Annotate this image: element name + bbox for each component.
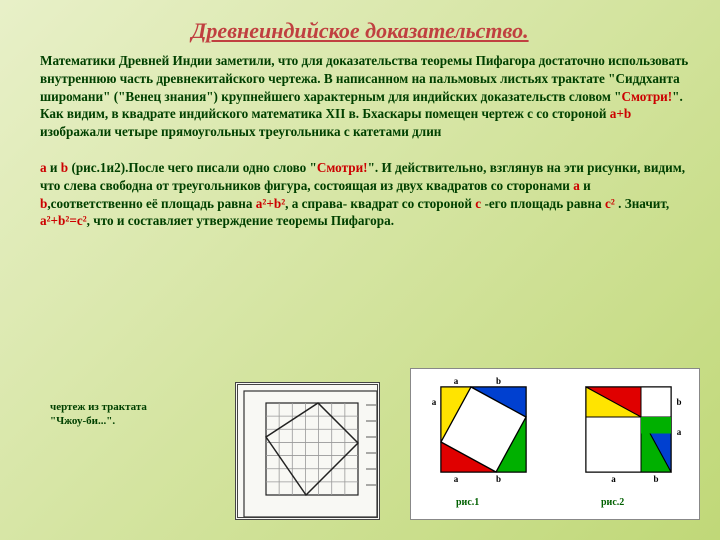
fig1-label: рис.1 <box>456 497 479 508</box>
svg-text:b: b <box>496 376 501 386</box>
text: ,соответственно её площадь равна <box>47 196 255 211</box>
text: , что и составляет утверждение теоремы П… <box>87 213 394 228</box>
text-accent: a <box>573 178 580 193</box>
text-accent: a²+b²=c² <box>40 213 87 228</box>
text: (рис.1и2).После чего писали одно слово " <box>68 160 317 175</box>
text: Математики Древней Индии заметили, что д… <box>40 53 688 104</box>
svg-text:a: a <box>611 474 616 484</box>
svg-text:a: a <box>677 427 682 437</box>
text-accent: c² <box>605 196 615 211</box>
diagram-svg: a a b a b b a a b <box>411 369 701 521</box>
text: -его площадь равна <box>481 196 605 211</box>
proof-diagrams: a a b a b b a a b рис.1 рис.2 <box>410 368 700 520</box>
text: и <box>580 178 591 193</box>
text-accent: a²+b² <box>256 196 285 211</box>
treatise-caption: чертеж из трактата "Чжоу-би...". <box>50 400 160 429</box>
text-accent: a+b <box>610 106 631 121</box>
page-title: Древнеиндийское доказательство. <box>0 0 720 52</box>
text: . Значит, <box>615 196 669 211</box>
fig2-label: рис.2 <box>601 497 624 508</box>
svg-text:a: a <box>454 376 459 386</box>
svg-text:b: b <box>496 474 501 484</box>
body-paragraph: Математики Древней Индии заметили, что д… <box>0 52 720 230</box>
svg-text:b: b <box>676 397 681 407</box>
text-accent: Смотри! <box>621 89 672 104</box>
svg-text:a: a <box>454 474 459 484</box>
text: , а справа- квадрат со стороной <box>285 196 475 211</box>
treatise-figure <box>235 382 380 520</box>
text-accent: a <box>40 160 47 175</box>
treatise-svg <box>238 385 383 523</box>
svg-text:b: b <box>653 474 658 484</box>
text-accent: Смотри! <box>317 160 368 175</box>
text: и <box>47 160 61 175</box>
text: изображали четыре прямоугольных треуголь… <box>40 124 441 139</box>
svg-text:a: a <box>432 397 437 407</box>
